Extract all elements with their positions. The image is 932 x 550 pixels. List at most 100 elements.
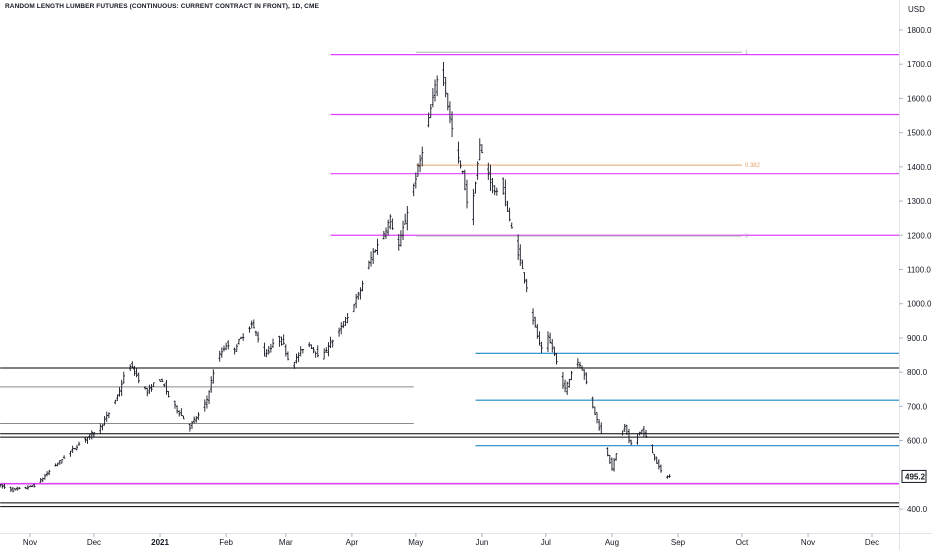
ohlc-bar bbox=[516, 234, 520, 261]
ohlc-bar bbox=[536, 324, 539, 339]
ohlc-bar bbox=[480, 143, 484, 154]
ohlc-bar bbox=[346, 312, 349, 324]
ohlc-bar bbox=[495, 187, 499, 196]
price-tick-label: 700.0 bbox=[907, 402, 928, 411]
ohlc-bar bbox=[361, 280, 364, 292]
price-tick-label: 1300.0 bbox=[907, 197, 932, 206]
ohlc-bar bbox=[263, 342, 266, 357]
price-tick-label: 1100.0 bbox=[907, 266, 931, 275]
ohlc-bar bbox=[301, 349, 305, 354]
ohlc-bar bbox=[463, 169, 467, 191]
fib-retracement[interactable]: 1 0.382 0 bbox=[415, 50, 761, 240]
ohlc-bar bbox=[88, 433, 91, 440]
ohlc-bar bbox=[218, 350, 221, 362]
ohlc-bar bbox=[576, 358, 580, 369]
ohlc-bar bbox=[403, 213, 407, 225]
ohlc-bar bbox=[45, 471, 49, 477]
ohlc-bar bbox=[548, 332, 552, 344]
time-axis[interactable]: Nov Dec 2021 Feb Mar Apr May Jun Jul Aug Sep Oct Nov… bbox=[23, 533, 879, 547]
ohlc-bar bbox=[148, 384, 151, 394]
ohlc-bar bbox=[538, 331, 541, 346]
ohlc-bar bbox=[233, 347, 236, 355]
ohlc-bar bbox=[493, 185, 496, 196]
ohlc-bar bbox=[474, 181, 477, 194]
ohlc-bar bbox=[71, 445, 74, 453]
ohlc-bar bbox=[621, 430, 624, 436]
ohlc-bar bbox=[563, 379, 567, 393]
ohlc-bar bbox=[551, 339, 554, 353]
ohlc-bar bbox=[344, 316, 347, 326]
ohlc-bar bbox=[376, 238, 379, 255]
ohlc-bar bbox=[653, 453, 656, 461]
ohlc-bar bbox=[175, 405, 179, 414]
ohlc-bar bbox=[325, 347, 328, 353]
ohlc-bar bbox=[62, 455, 66, 459]
ohlc-bar bbox=[13, 488, 17, 491]
ohlc-bar bbox=[278, 335, 281, 347]
ohlc-bar bbox=[531, 308, 535, 325]
price-tick-label: 1000.0 bbox=[907, 300, 932, 309]
ohlc-bar bbox=[412, 183, 415, 197]
ohlc-bar bbox=[521, 259, 524, 270]
ohlc-bar bbox=[431, 88, 435, 108]
ohlc-bar bbox=[555, 352, 558, 365]
time-tick-label: Jun bbox=[475, 538, 488, 547]
ohlc-bar bbox=[570, 370, 573, 381]
ohlc-bar bbox=[222, 345, 226, 352]
ohlc-bar bbox=[546, 331, 550, 352]
ohlc-bar bbox=[180, 408, 183, 416]
ohlc-bar bbox=[342, 321, 345, 329]
ohlc-bar bbox=[137, 372, 140, 384]
ohlc-bar bbox=[224, 342, 228, 351]
time-tick-label: Sep bbox=[671, 538, 686, 547]
ohlc-bar bbox=[203, 399, 206, 412]
ohlc-bar bbox=[386, 219, 390, 236]
last-price-badge-box bbox=[901, 469, 927, 483]
ohlc-bar bbox=[252, 319, 256, 329]
price-tick-label: 1400.0 bbox=[907, 163, 932, 172]
time-tick-label: Apr bbox=[346, 538, 359, 547]
ohlc-bar bbox=[399, 230, 403, 247]
ohlc-bar bbox=[327, 342, 330, 357]
ohlc-bar bbox=[371, 247, 375, 265]
ohlc-bar bbox=[640, 429, 643, 434]
ohlc-bar bbox=[250, 320, 253, 329]
ohlc-bar bbox=[197, 412, 200, 420]
ohlc-bar bbox=[1, 484, 4, 489]
ohlc-bar bbox=[254, 330, 258, 337]
ohlc-bar bbox=[359, 287, 362, 300]
ohlc-bar bbox=[135, 368, 138, 378]
ohlc-bar bbox=[659, 464, 663, 473]
ohlc-bar bbox=[457, 141, 460, 164]
ohlc-bar bbox=[442, 62, 445, 86]
ohlc-bar bbox=[623, 423, 626, 433]
ohlc-bar bbox=[465, 179, 469, 209]
ohlc-bar bbox=[459, 160, 462, 169]
price-tick-label: 400.0 bbox=[907, 505, 928, 514]
ohlc-bar bbox=[448, 101, 452, 124]
ohlc-bar bbox=[120, 379, 123, 396]
ohlc-bar bbox=[92, 432, 96, 437]
ohlc-bar bbox=[657, 459, 661, 470]
ohlc-bar bbox=[16, 486, 19, 491]
ohlc-bar bbox=[476, 161, 479, 180]
ohlc-bar bbox=[491, 178, 494, 194]
ohlc-bar bbox=[9, 486, 13, 492]
ohlc-bar bbox=[227, 340, 230, 350]
time-tick-label: May bbox=[408, 538, 423, 547]
ohlc-bar bbox=[284, 344, 287, 357]
ohlc-bar bbox=[256, 331, 260, 343]
ohlc-bar bbox=[84, 437, 87, 443]
price-axis[interactable]: 1800.0 1700.0 1600.0 1500.0 1400.0 1300.0 1200… bbox=[899, 26, 932, 514]
ohlc-bar bbox=[429, 104, 432, 118]
ohlc-bar bbox=[565, 381, 569, 395]
ohlc-bar bbox=[220, 347, 224, 358]
ohlc-bar bbox=[502, 177, 505, 195]
ohlc-bar bbox=[237, 338, 241, 345]
ohlc-bar bbox=[209, 376, 213, 393]
ohlc-bar bbox=[239, 336, 243, 339]
last-price-badge: 495.2 bbox=[901, 469, 927, 483]
ohlc-bar bbox=[18, 487, 21, 490]
ohlc-bar bbox=[24, 486, 27, 490]
